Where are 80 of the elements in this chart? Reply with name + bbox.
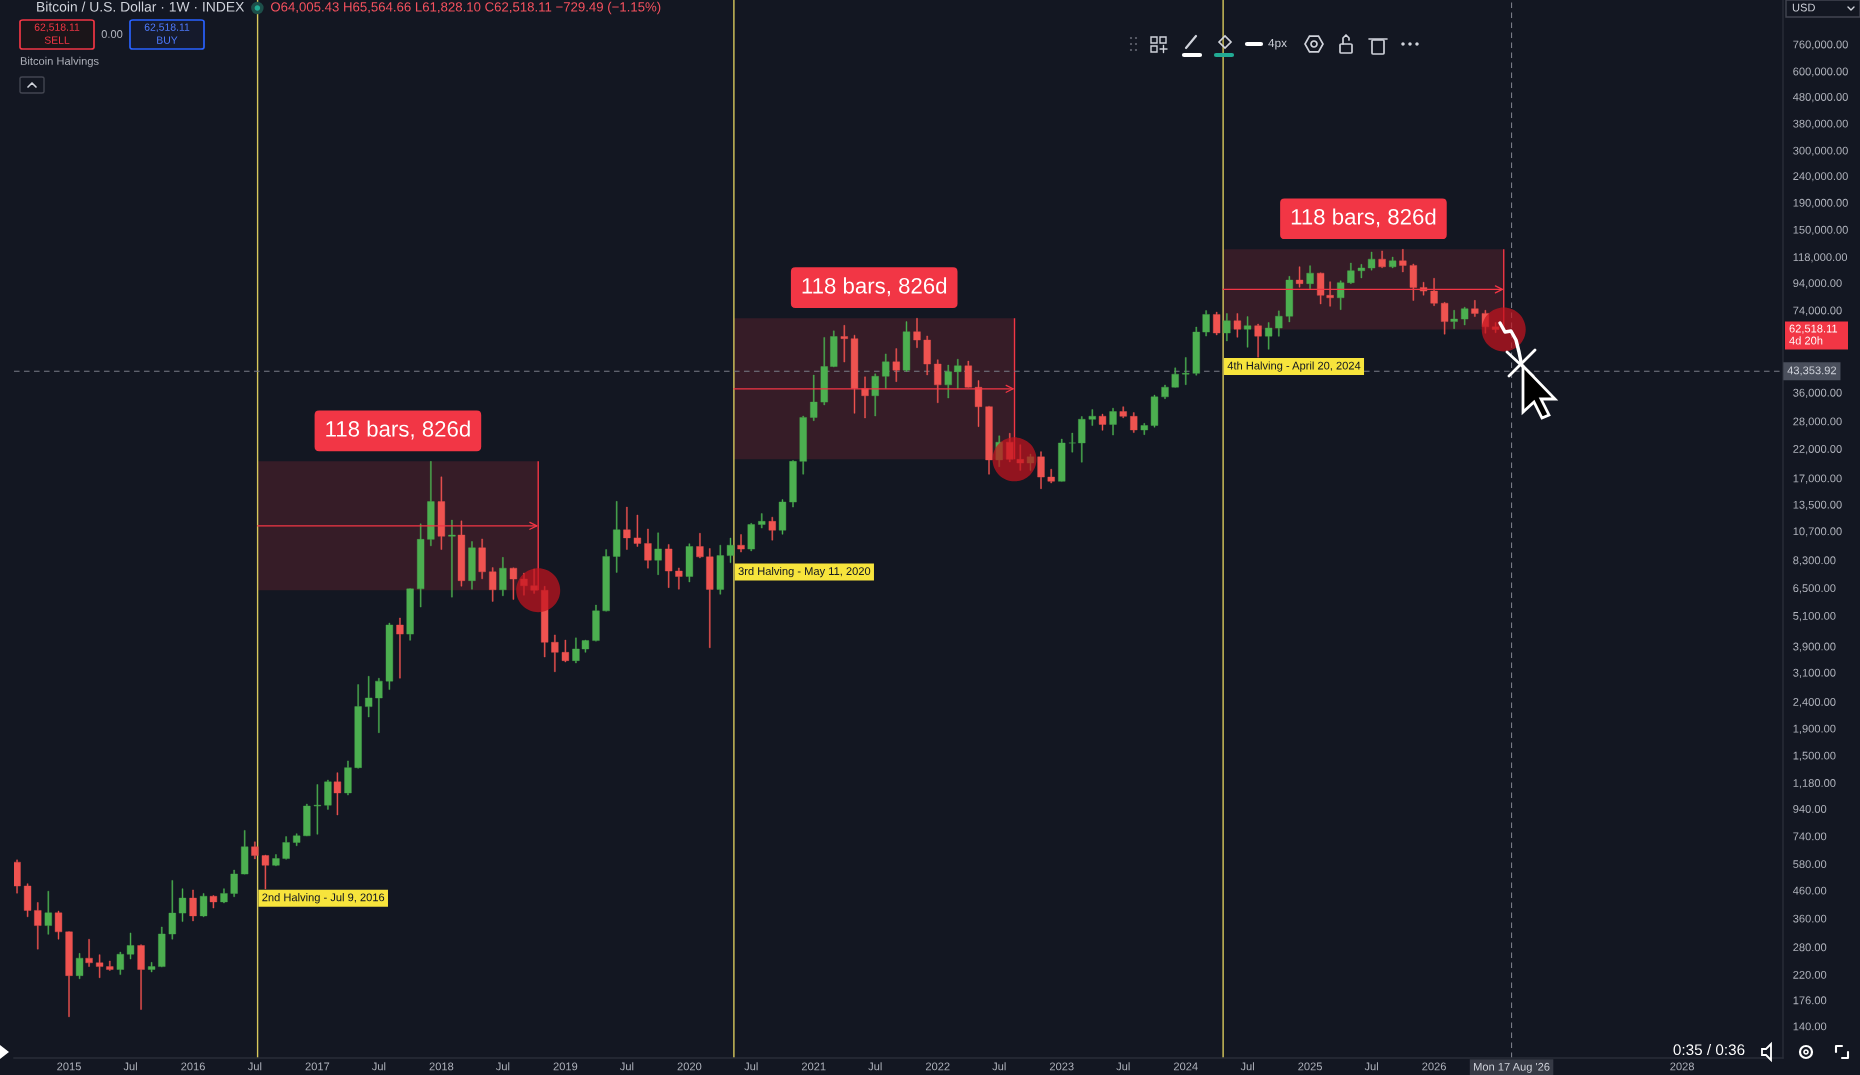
y-tick-label: 220.00 <box>1793 970 1827 979</box>
x-tick-label: Jul <box>247 1062 262 1071</box>
y-tick-label: 240,000.00 <box>1793 172 1848 182</box>
y-tick-label: 8,300.00 <box>1793 556 1836 566</box>
x-tick-label: Jul <box>1364 1062 1378 1071</box>
y-tick-label: 940.00 <box>1793 805 1827 813</box>
chart-subtitle: O64,005.43 H65,564.66 L61,828.10 C62,518.11 −729.49 (−1.15%) <box>271 1 661 15</box>
x-tick-label: Jul <box>744 1062 758 1071</box>
y-tick-label: 176.00 <box>1793 996 1827 1005</box>
y-tick-label: 190,000.00 <box>1793 198 1848 209</box>
x-tick-label: Jul <box>123 1062 137 1071</box>
x-tick-label: Jul <box>992 1062 1006 1071</box>
text: 4d 20h <box>1789 336 1823 345</box>
x-tick-label: Jul <box>868 1062 882 1071</box>
y-tick-label: 3,900.00 <box>1793 642 1836 652</box>
x-tick-label: 2016 <box>181 1062 205 1071</box>
x-tick-label: 2015 <box>57 1062 81 1071</box>
x-tick-label: Jul <box>619 1062 634 1071</box>
ref-line-label: 2nd Halving - Jul 9, 2016 <box>262 893 385 904</box>
x-tick-label: 2019 <box>553 1062 578 1071</box>
y-tick-label: 300,000.00 <box>1793 146 1848 156</box>
ref-line-label: Mon 17 Aug '26 <box>1474 1062 1550 1073</box>
x-tick-label: 2018 <box>429 1062 454 1071</box>
y-tick-label: 28,000.00 <box>1793 417 1842 427</box>
annotation: Bitcoin Halvings <box>20 56 99 68</box>
ref-line-label: 4th Halving - April 20, 2024 <box>1227 361 1361 372</box>
y-tick-label: 36,000.00 <box>1793 388 1842 398</box>
y-tick-label: 1,500.00 <box>1793 751 1836 761</box>
y-tick-label: 17,000.00 <box>1793 474 1842 484</box>
y-tick-label: 480,000.00 <box>1792 93 1848 103</box>
annotation: BUY <box>157 36 178 44</box>
y-tick-label: 380,000.00 <box>1793 119 1848 129</box>
annotation: 4px <box>1268 38 1287 50</box>
x-tick-label: 2023 <box>1049 1062 1074 1071</box>
band-label: 118 bars, 826d <box>802 277 947 297</box>
x-tick-label: Jul <box>495 1062 510 1071</box>
x-tick-label: 2028 <box>1670 1062 1694 1071</box>
y-tick-label: 6,500.00 <box>1793 584 1836 594</box>
y-tick-label: 10,700.00 <box>1793 527 1842 537</box>
y-tick-label: 118,000.00 <box>1793 253 1848 263</box>
x-tick-label: 2017 <box>305 1062 330 1071</box>
annotation: 62,518.11 <box>34 23 80 33</box>
y-tick-label: 5,100.00 <box>1793 611 1836 622</box>
x-tick-label: 2020 <box>677 1062 702 1071</box>
annotation: 0:35 / 0:36 <box>1673 1043 1745 1056</box>
x-tick-label: Jul <box>1116 1062 1130 1071</box>
y-tick-label: 460.00 <box>1792 886 1827 895</box>
y-tick-label: 3,100.00 <box>1793 668 1836 678</box>
y-tick-label: 13,500.00 <box>1793 500 1842 510</box>
chart-title: Bitcoin / U.S. Dollar · 1W · INDEX <box>37 1 245 12</box>
y-tick-label: 150,000.00 <box>1793 225 1848 236</box>
x-tick-label: 2021 <box>801 1062 826 1071</box>
x-tick-label: 2022 <box>925 1062 950 1071</box>
x-tick-label: 2024 <box>1173 1062 1198 1071</box>
y-tick-label: 600,000.00 <box>1793 67 1848 77</box>
y-tick-label: 74,000.00 <box>1793 306 1842 316</box>
x-tick-label: 2026 <box>1422 1062 1446 1071</box>
y-tick-label: 360.00 <box>1793 914 1827 923</box>
band-label: 118 bars, 826d <box>1291 208 1436 228</box>
y-tick-label: 760,000.00 <box>1793 40 1848 50</box>
ref-line-label: 3rd Halving - May 11, 2020 <box>738 566 871 578</box>
y-tick-label: 1,180.00 <box>1793 779 1836 789</box>
y-tick-label: 280.00 <box>1793 943 1827 952</box>
y-tick-label: 22,000.00 <box>1793 445 1842 455</box>
annotation: 0.00 <box>101 30 123 38</box>
y-tick-label: 580.00 <box>1793 860 1827 869</box>
y-tick-label: 1,900.00 <box>1793 724 1836 734</box>
x-tick-label: 2025 <box>1298 1062 1322 1071</box>
annotation: 62,518.11 <box>144 23 190 33</box>
y-tick-label: 740.00 <box>1793 832 1827 841</box>
y-tick-label: 140.00 <box>1793 1022 1827 1031</box>
x-tick-label: Jul <box>371 1062 386 1071</box>
x-tick-label: Jul <box>1240 1062 1254 1071</box>
band-label: 118 bars, 826d <box>326 420 470 440</box>
text: USD <box>1792 3 1815 12</box>
text: 62,518.11 <box>1789 324 1838 334</box>
y-tick-label: 94,000.00 <box>1793 279 1842 289</box>
annotation: SELL <box>44 36 70 44</box>
y-tick-label: 2,400.00 <box>1793 698 1836 708</box>
ref-line-label: 43,353.92 <box>1787 366 1837 376</box>
